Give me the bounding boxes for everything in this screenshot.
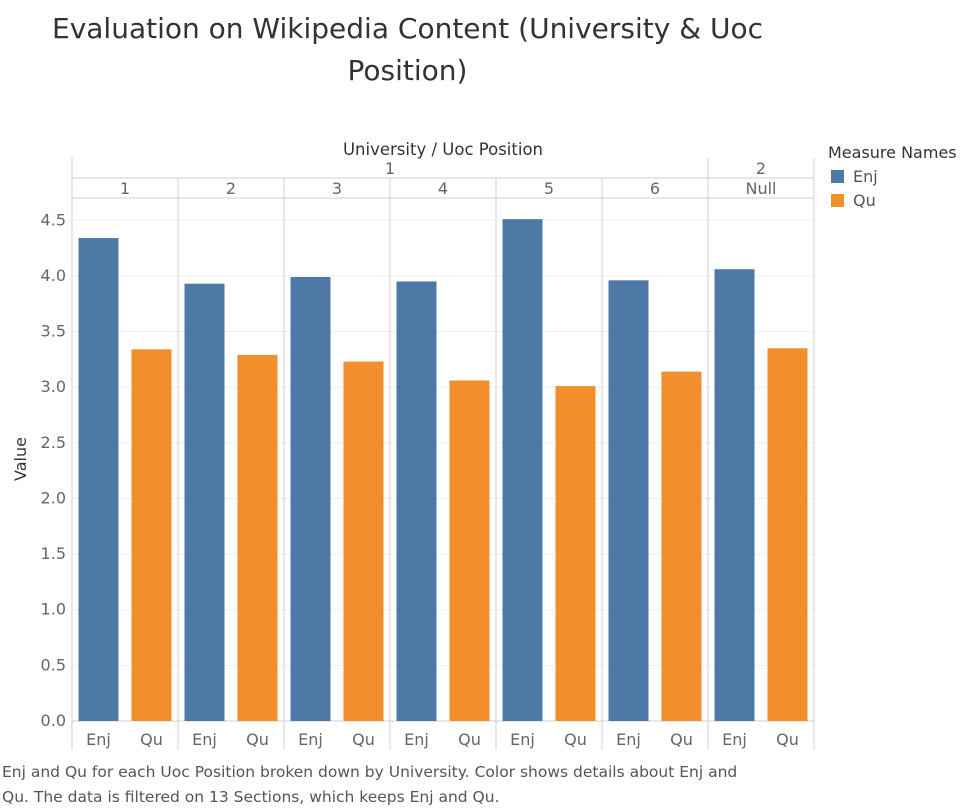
legend-item-enj[interactable]: Enj	[828, 164, 957, 188]
x-tick-label: Qu	[352, 730, 375, 749]
bar-qu	[237, 354, 278, 721]
position-header-label: 5	[544, 179, 554, 198]
y-tick-label: 1.0	[41, 600, 66, 619]
y-tick-label: 2.5	[41, 433, 66, 452]
x-tick-label: Enj	[86, 730, 111, 749]
y-tick-label: 0.0	[41, 711, 66, 730]
x-tick-label: Enj	[298, 730, 323, 749]
bar-qu	[767, 348, 808, 721]
chart-title: Evaluation on Wikipedia Content (Univers…	[0, 8, 815, 92]
chart-title-line-1: Evaluation on Wikipedia Content (Univers…	[52, 12, 763, 45]
y-tick-label: 4.0	[41, 266, 66, 285]
position-header-label: 2	[226, 179, 236, 198]
y-tick-label: 4.5	[41, 210, 66, 229]
university-header-label: 2	[756, 159, 766, 178]
x-tick-label: Qu	[246, 730, 269, 749]
y-axis-title: Value	[11, 437, 30, 481]
bar-enj	[714, 269, 755, 721]
bar-enj	[290, 277, 331, 721]
column-header-title: University / Uoc Position	[343, 140, 543, 159]
legend-item-qu[interactable]: Qu	[828, 188, 957, 212]
bar-enj	[184, 283, 225, 721]
legend-label-qu: Qu	[853, 190, 876, 210]
legend-swatch-qu	[831, 193, 844, 207]
bar-qu	[131, 349, 172, 721]
x-tick-label: Qu	[776, 730, 799, 749]
bar-qu	[661, 371, 702, 721]
x-tick-label: Enj	[404, 730, 429, 749]
y-tick-label: 1.5	[41, 544, 66, 563]
legend-swatch-enj	[831, 169, 844, 183]
position-header-label: 1	[120, 179, 130, 198]
bar-qu	[555, 386, 596, 721]
bar-enj	[608, 280, 649, 721]
bar-enj	[502, 219, 543, 721]
x-tick-label: Enj	[722, 730, 747, 749]
legend-label-enj: Enj	[853, 166, 878, 186]
position-header-label: 6	[650, 179, 660, 198]
bar-qu	[449, 380, 490, 721]
y-tick-label: 2.0	[41, 488, 66, 507]
chart-title-line-2: Position)	[347, 54, 468, 87]
bar-qu	[343, 361, 384, 721]
x-tick-label: Enj	[510, 730, 535, 749]
y-tick-label: 3.5	[41, 322, 66, 341]
bar-enj	[78, 238, 119, 721]
position-header-label: 3	[332, 179, 342, 198]
y-tick-label: 0.5	[41, 655, 66, 674]
x-tick-label: Qu	[458, 730, 481, 749]
x-tick-label: Qu	[140, 730, 163, 749]
x-tick-label: Enj	[192, 730, 217, 749]
legend[interactable]: Measure Names Enj Qu	[828, 142, 957, 212]
x-tick-label: Enj	[616, 730, 641, 749]
x-tick-label: Qu	[670, 730, 693, 749]
caption-line-2: Qu. The data is filtered on 13 Sections,…	[2, 788, 500, 806]
legend-title: Measure Names	[828, 143, 957, 162]
caption-line-1: Enj and Qu for each Uoc Position broken …	[2, 763, 738, 781]
chart-caption: Enj and Qu for each Uoc Position broken …	[2, 760, 822, 810]
position-header-label: 4	[438, 179, 448, 198]
x-tick-label: Qu	[564, 730, 587, 749]
position-header-label: Null	[746, 179, 777, 198]
bar-enj	[396, 281, 437, 721]
y-tick-label: 3.0	[41, 377, 66, 396]
university-header-label: 1	[385, 159, 395, 178]
